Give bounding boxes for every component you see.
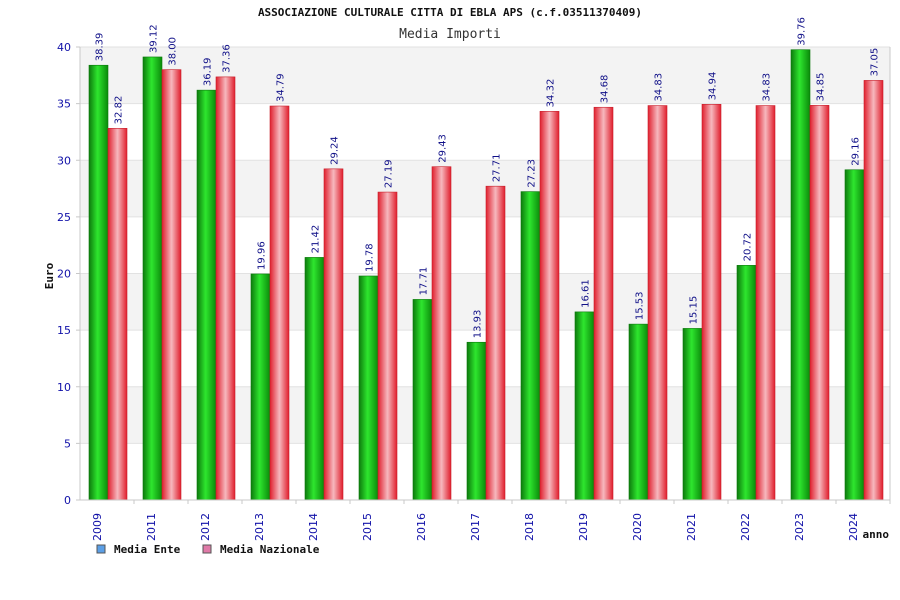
y-tick-label: 20	[57, 268, 71, 281]
x-tick-label: 2013	[253, 513, 266, 541]
x-tick-label: 2012	[199, 513, 212, 541]
bar-media-nazionale	[485, 185, 506, 501]
value-label: 13.93	[473, 310, 484, 339]
bar-media-nazionale	[809, 105, 830, 501]
bar-media-ente	[790, 49, 811, 501]
value-label: 38.39	[95, 33, 106, 62]
bar-media-nazionale	[377, 191, 398, 501]
value-label: 39.12	[149, 24, 160, 53]
x-tick-label: 2022	[739, 513, 752, 541]
value-label: 20.72	[743, 233, 754, 262]
bar-media-ente	[844, 169, 865, 501]
bar-media-ente	[736, 265, 757, 501]
bar-media-nazionale	[323, 168, 344, 501]
bar-media-nazionale	[269, 105, 290, 501]
x-tick-label: 2023	[793, 513, 806, 541]
legend-swatch-nazionale	[202, 544, 212, 554]
bar-media-ente	[304, 257, 325, 501]
value-label: 38.00	[168, 37, 179, 66]
bar-media-nazionale	[647, 105, 668, 501]
y-axis-title: Euro	[43, 262, 56, 289]
value-label: 39.76	[797, 17, 808, 46]
value-label: 34.32	[546, 79, 557, 108]
legend-label-nazionale: Media Nazionale	[220, 543, 320, 556]
value-label: 34.94	[708, 72, 719, 101]
value-label: 15.15	[689, 296, 700, 325]
bar-media-nazionale	[701, 104, 722, 501]
value-label: 34.83	[762, 73, 773, 102]
value-label: 37.05	[870, 48, 881, 77]
x-tick-label: 2015	[361, 513, 374, 541]
bar-media-ente	[250, 273, 271, 501]
bar-media-ente	[520, 191, 541, 501]
bar-media-nazionale	[755, 105, 776, 501]
bar-media-nazionale	[161, 69, 182, 501]
y-tick-label: 30	[57, 154, 71, 167]
value-label: 15.53	[635, 291, 646, 320]
bar-media-nazionale	[215, 76, 236, 501]
value-label: 27.23	[527, 159, 538, 188]
bar-media-ente	[628, 323, 649, 501]
bar-media-ente	[358, 275, 379, 501]
y-tick-label: 15	[57, 324, 71, 337]
x-tick-label: 2016	[415, 513, 428, 541]
value-label: 34.83	[654, 73, 665, 102]
x-axis-title: anno	[863, 528, 890, 541]
chart-title: ASSOCIAZIONE CULTURALE CITTA DI EBLA APS…	[258, 6, 642, 19]
legend: Media Ente Media Nazionale	[96, 543, 320, 556]
value-label: 36.19	[203, 58, 214, 87]
legend-label-ente: Media Ente	[114, 543, 181, 556]
value-label: 29.43	[438, 134, 449, 163]
value-label: 29.24	[330, 136, 341, 165]
value-label: 17.71	[419, 267, 430, 296]
value-label: 29.16	[851, 137, 862, 166]
y-tick-label: 5	[64, 437, 71, 450]
value-label: 19.96	[257, 241, 268, 270]
x-tick-label: 2020	[631, 513, 644, 541]
x-tick-label: 2019	[577, 513, 590, 541]
value-label: 34.68	[600, 75, 611, 104]
x-tick-label: 2011	[145, 513, 158, 541]
value-label: 27.19	[384, 159, 395, 188]
bar-media-nazionale	[431, 166, 452, 501]
x-tick-label: 2009	[91, 513, 104, 541]
legend-swatch-ente	[96, 544, 106, 554]
bar-media-ente	[412, 299, 433, 501]
value-label: 21.42	[311, 225, 322, 254]
x-tick-label: 2024	[847, 513, 860, 541]
bar-media-ente	[196, 89, 217, 501]
bars	[88, 49, 884, 501]
value-label: 34.79	[276, 73, 287, 102]
y-axis-ticks: 0 5 10 15 20 25 30 35 40	[57, 41, 80, 507]
x-tick-label: 2014	[307, 513, 320, 541]
x-tick-label: 2018	[523, 513, 536, 541]
bar-media-nazionale	[539, 111, 560, 501]
y-tick-label: 10	[57, 381, 71, 394]
bar-media-ente	[142, 56, 163, 501]
y-tick-label: 40	[57, 41, 71, 54]
y-tick-label: 0	[64, 494, 71, 507]
value-label: 34.85	[816, 73, 827, 102]
x-axis-ticks: 2009 2011 2012 2013 2014 2015 2016 2017 2018 2019…	[91, 500, 891, 541]
value-label: 19.78	[365, 243, 376, 272]
value-label: 16.61	[581, 279, 592, 308]
x-tick-label: 2021	[685, 513, 698, 541]
x-tick-label: 2017	[469, 513, 482, 541]
bar-media-nazionale	[863, 80, 884, 501]
bar-media-ente	[466, 341, 487, 501]
axes	[79, 47, 891, 501]
y-tick-label: 25	[57, 211, 71, 224]
chart-subtitle: Media Importi	[399, 27, 501, 42]
value-label: 32.82	[114, 96, 125, 125]
y-tick-label: 35	[57, 98, 71, 111]
value-label: 27.71	[492, 154, 503, 183]
value-label: 37.36	[222, 44, 233, 73]
bar-media-ente	[682, 328, 703, 501]
bar-media-ente	[88, 64, 109, 501]
bar-media-nazionale	[107, 128, 128, 501]
bar-media-nazionale	[593, 106, 614, 501]
value-labels: 38.39 39.12 36.19 19.96 21.42 19.78 17.71 13.93…	[95, 17, 881, 338]
bar-media-ente	[574, 311, 595, 501]
